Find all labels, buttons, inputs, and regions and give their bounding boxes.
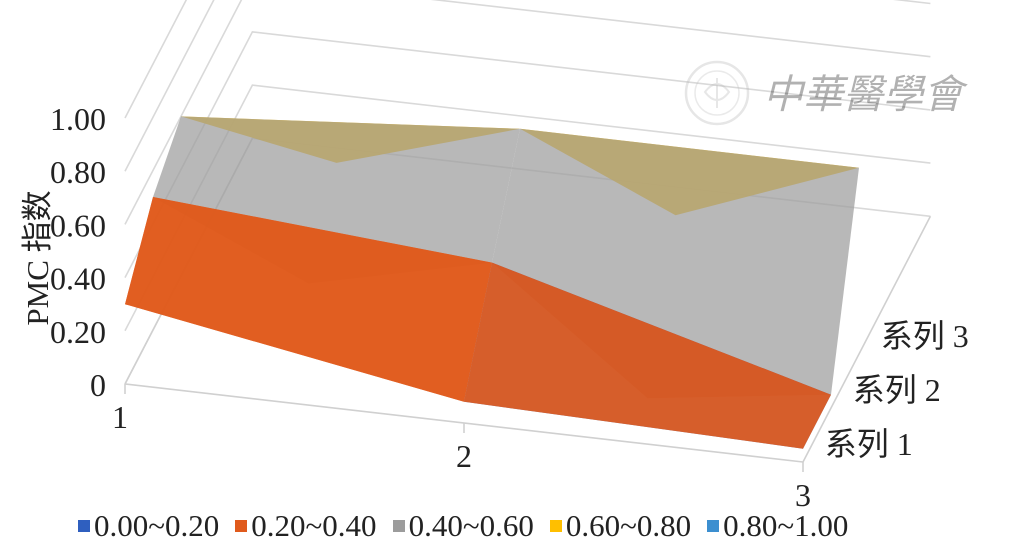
legend-label: 0.20~0.40 <box>251 508 377 543</box>
legend-item: 0.80~1.00 <box>707 508 848 544</box>
depth-axis-line <box>802 215 932 463</box>
legend-label: 0.80~1.00 <box>723 508 849 543</box>
y-tick-label: 0.60 <box>50 207 106 243</box>
legend-swatch <box>78 520 90 532</box>
gridline <box>124 0 931 172</box>
legend-swatch <box>549 520 562 532</box>
legend-label: 0.40~0.60 <box>408 508 534 543</box>
gridline <box>124 0 188 119</box>
axis-labels: 1.00 0.80 0.60 0.40 0.20 0 PMC 指数 1 2 3 系列 1 系列 2 系列… <box>20 101 969 513</box>
y-axis-title: PMC 指数 <box>20 190 55 325</box>
surface-facet-front <box>125 197 492 402</box>
surface <box>125 116 859 449</box>
y-tick-label: 0.40 <box>50 261 106 297</box>
x-tick-label: 1 <box>112 399 128 435</box>
y-tick-label: 0 <box>90 367 106 403</box>
legend-swatch <box>235 520 248 532</box>
legend-item: 0.60~0.80 <box>549 508 692 544</box>
legend-item: 0.40~0.60 <box>392 508 534 544</box>
y-tick-label: 0.20 <box>50 314 106 350</box>
x-tick-label: 3 <box>795 477 811 513</box>
gridline <box>124 0 931 225</box>
surface-facet-front <box>464 262 831 449</box>
legend-swatch <box>707 520 720 532</box>
legend-swatch <box>392 520 405 532</box>
surface-facet <box>492 128 859 395</box>
depth-tick-label: 系列 3 <box>881 318 969 354</box>
depth-tick-label: 系列 1 <box>825 426 913 462</box>
legend-item: 0.00~0.20 <box>78 508 219 544</box>
x-tick-label: 2 <box>456 438 472 474</box>
surface-facet <box>153 116 520 263</box>
legend-label: 0.00~0.20 <box>94 508 220 543</box>
legend-label: 0.60~0.80 <box>565 508 692 543</box>
legend-item: 0.20~0.40 <box>235 508 377 544</box>
depth-tick-label: 系列 2 <box>853 372 941 408</box>
legend: 0.00~0.20 0.20~0.40 0.40~0.60 0.60~0.80 0.80… <box>78 506 848 546</box>
y-tick-label: 0.80 <box>50 154 106 190</box>
watermark-seal-icon <box>684 60 750 126</box>
watermark-text: 中華醫學會 <box>763 72 968 117</box>
watermark: 中華醫學會 <box>684 60 968 126</box>
y-tick-label: 1.00 <box>50 101 106 137</box>
